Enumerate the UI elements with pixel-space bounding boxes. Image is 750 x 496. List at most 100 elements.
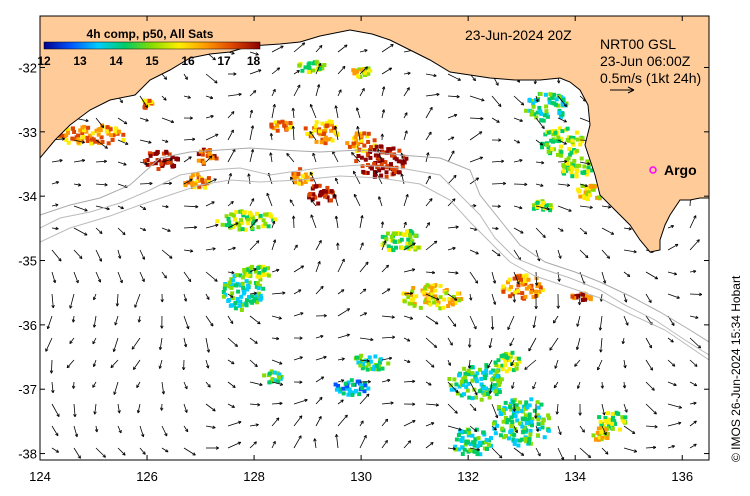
current-arrow [161, 271, 167, 279]
sst-pixel [466, 368, 471, 373]
current-arrow [293, 215, 295, 229]
sst-pixel [156, 158, 161, 163]
current-arrow [553, 381, 559, 389]
sst-pixel [75, 138, 80, 143]
sst-pixel [580, 136, 585, 141]
current-arrow-head [693, 382, 698, 387]
current-arrow [491, 95, 502, 107]
current-arrow-head [375, 170, 379, 174]
sst-pixel [550, 95, 555, 100]
sst-pixel [600, 435, 605, 440]
sst-pixel [537, 427, 542, 431]
sst-pixel [566, 166, 571, 171]
current-arrow [51, 447, 59, 453]
sst-pixel [357, 379, 362, 384]
current-arrow-head [511, 385, 515, 389]
current-arrow-head [400, 173, 404, 177]
current-arrow-head [136, 410, 141, 414]
current-arrow-head [257, 321, 261, 325]
sst-pixel [505, 418, 510, 423]
argo-label: Argo [664, 162, 697, 178]
current-arrow-head [524, 366, 528, 370]
current-arrow-head [272, 88, 276, 93]
current-arrow [95, 249, 102, 262]
sst-pixel [513, 427, 518, 432]
current-arrow [645, 425, 658, 428]
x-tick-label: 130 [350, 469, 372, 484]
current-arrow-head [92, 363, 97, 367]
current-arrow-head [628, 227, 632, 231]
sst-pixel [565, 161, 569, 166]
current-arrow [335, 105, 339, 119]
current-arrow-head [568, 208, 572, 212]
sst-pixel [580, 170, 585, 175]
current-arrow-head [55, 203, 59, 207]
sst-pixel [436, 300, 441, 305]
current-arrow-head [266, 192, 270, 197]
sst-pixel [462, 447, 467, 452]
current-arrow-head [696, 239, 700, 243]
current-arrow-head [97, 279, 102, 283]
sst-pixel [229, 285, 234, 290]
arrow-scale-label: 0.5m/s (1kt 24h) [600, 70, 701, 86]
sst-pixel [492, 386, 497, 391]
sst-pixel [405, 229, 409, 234]
sst-pixel [264, 212, 269, 217]
sst-pixel [517, 359, 522, 364]
sst-pixel [161, 151, 166, 156]
colorbar-ticks: 12 13 14 15 16 17 18 [37, 54, 260, 68]
current-arrow-head [141, 256, 145, 260]
sst-pixel [357, 392, 362, 397]
current-arrow-head [275, 417, 280, 421]
sst-pixel [565, 158, 569, 163]
current-arrow-head [276, 67, 281, 71]
sst-pixel [603, 419, 608, 423]
sst-pixel [459, 393, 464, 398]
current-arrow [447, 359, 451, 366]
sst-pixel [418, 305, 423, 310]
current-arrow [271, 381, 283, 386]
current-arrow-head [187, 95, 191, 99]
current-arrow [359, 66, 368, 75]
contour-line [40, 147, 709, 343]
current-arrow-head [566, 183, 571, 187]
sst-pixel [147, 151, 152, 156]
current-arrow [689, 359, 698, 367]
sst-pixel [586, 165, 591, 170]
current-arrow [403, 87, 410, 97]
sst-pixel [524, 421, 529, 425]
sst-pixel [484, 368, 489, 373]
sst-pixel [462, 429, 467, 434]
sst-pixel [460, 435, 465, 440]
current-arrow [293, 42, 306, 53]
current-arrow-head [381, 109, 386, 113]
sst-pixel [483, 376, 488, 381]
sst-pixel [249, 212, 254, 217]
sst-pixel [464, 440, 469, 445]
current-arrow [557, 139, 567, 145]
sst-pixel [89, 141, 94, 146]
current-arrow-head [671, 363, 676, 367]
sst-pixel [565, 126, 570, 131]
current-arrow [645, 446, 656, 449]
sst-pixel [170, 155, 175, 159]
sst-pixel [503, 358, 508, 363]
current-arrow-head [142, 451, 146, 455]
sst-pixel [358, 74, 363, 79]
sst-pixel [94, 128, 99, 133]
current-arrow [513, 139, 520, 144]
sst-pixel [84, 129, 89, 134]
y-tick-label: -38 [18, 447, 37, 462]
current-arrow-head [535, 99, 539, 103]
sst-pixel [257, 271, 261, 275]
current-arrow-head [309, 171, 314, 176]
current-arrow-head [475, 177, 480, 181]
sst-pixel [227, 220, 232, 225]
current-arrow-head [625, 322, 629, 326]
current-arrow [315, 416, 322, 427]
sst-pixel [469, 365, 474, 370]
sst-pixel [490, 377, 495, 382]
sst-pixel [359, 155, 364, 160]
current-arrow-head [549, 347, 553, 351]
sst-pixel [399, 237, 404, 242]
